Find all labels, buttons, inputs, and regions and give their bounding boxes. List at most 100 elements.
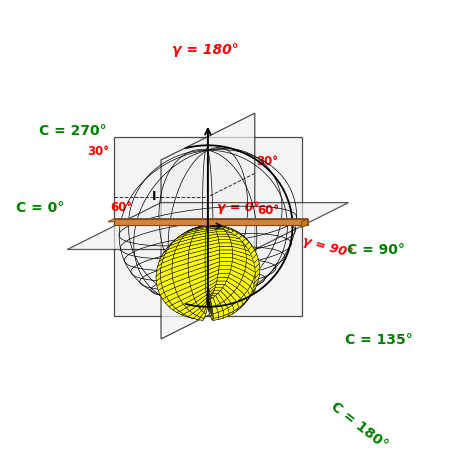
Polygon shape [198,292,210,302]
Polygon shape [171,283,185,292]
Polygon shape [188,231,196,233]
Polygon shape [228,271,244,277]
Polygon shape [188,246,205,254]
Polygon shape [250,281,256,292]
Polygon shape [210,315,216,319]
Polygon shape [229,237,243,242]
Polygon shape [194,231,206,236]
Polygon shape [160,263,172,273]
Polygon shape [250,250,257,259]
Polygon shape [230,229,239,233]
Polygon shape [176,292,189,302]
Polygon shape [252,283,258,292]
Polygon shape [193,299,202,300]
Polygon shape [212,315,219,319]
Polygon shape [165,301,172,307]
Polygon shape [209,239,221,243]
Polygon shape [191,236,206,242]
Polygon shape [244,296,250,305]
Polygon shape [173,308,179,313]
Polygon shape [226,233,235,238]
Polygon shape [187,316,193,318]
Polygon shape [182,297,193,306]
Polygon shape [194,236,202,239]
Polygon shape [209,306,220,313]
Polygon shape [231,292,241,302]
Polygon shape [200,297,210,306]
Polygon shape [114,219,308,225]
Polygon shape [226,290,242,295]
Polygon shape [199,301,207,310]
Polygon shape [210,258,227,263]
Polygon shape [189,242,206,250]
Polygon shape [157,286,161,291]
Polygon shape [253,250,258,259]
Polygon shape [255,254,259,263]
Polygon shape [232,247,246,254]
Polygon shape [213,228,219,231]
Polygon shape [246,258,256,267]
Polygon shape [215,228,224,230]
Polygon shape [206,232,218,236]
Polygon shape [202,303,208,312]
Polygon shape [243,271,254,281]
Polygon shape [191,297,201,299]
Polygon shape [218,291,228,301]
Polygon shape [230,240,244,246]
Polygon shape [249,242,255,250]
Text: 30°: 30° [257,155,278,168]
Polygon shape [160,292,166,299]
Polygon shape [161,113,255,339]
Polygon shape [206,230,217,233]
Polygon shape [231,243,245,250]
Polygon shape [212,306,218,314]
Polygon shape [224,226,232,229]
Polygon shape [184,280,197,283]
Polygon shape [161,259,173,268]
Polygon shape [157,267,161,273]
Polygon shape [162,299,168,303]
Polygon shape [219,316,228,318]
Polygon shape [228,276,244,282]
Polygon shape [216,281,227,284]
Polygon shape [176,304,187,311]
Polygon shape [191,315,198,319]
Polygon shape [193,288,206,298]
Polygon shape [187,314,193,318]
Polygon shape [253,277,258,288]
Polygon shape [219,250,233,254]
Text: C = 135°: C = 135° [345,333,412,347]
Polygon shape [236,231,242,235]
Polygon shape [210,242,222,246]
Polygon shape [204,283,208,309]
Polygon shape [218,237,230,240]
Polygon shape [196,226,203,227]
Polygon shape [205,254,220,262]
Polygon shape [196,233,203,236]
Polygon shape [160,268,172,278]
Polygon shape [199,242,210,246]
Polygon shape [208,298,210,307]
Polygon shape [206,288,215,298]
Polygon shape [208,309,214,315]
Polygon shape [219,229,227,232]
Polygon shape [158,259,163,267]
Polygon shape [253,278,259,288]
Polygon shape [194,292,206,302]
Polygon shape [179,306,188,313]
Polygon shape [302,219,308,227]
Polygon shape [205,228,208,229]
Polygon shape [156,268,161,276]
Polygon shape [233,254,247,262]
Polygon shape [191,228,197,231]
Polygon shape [252,254,258,263]
Polygon shape [228,305,234,314]
Polygon shape [208,294,213,318]
Polygon shape [197,227,207,231]
Polygon shape [205,258,220,267]
Polygon shape [218,240,231,243]
Polygon shape [187,229,198,233]
Polygon shape [169,296,181,305]
Polygon shape [161,278,174,288]
Polygon shape [177,286,192,296]
